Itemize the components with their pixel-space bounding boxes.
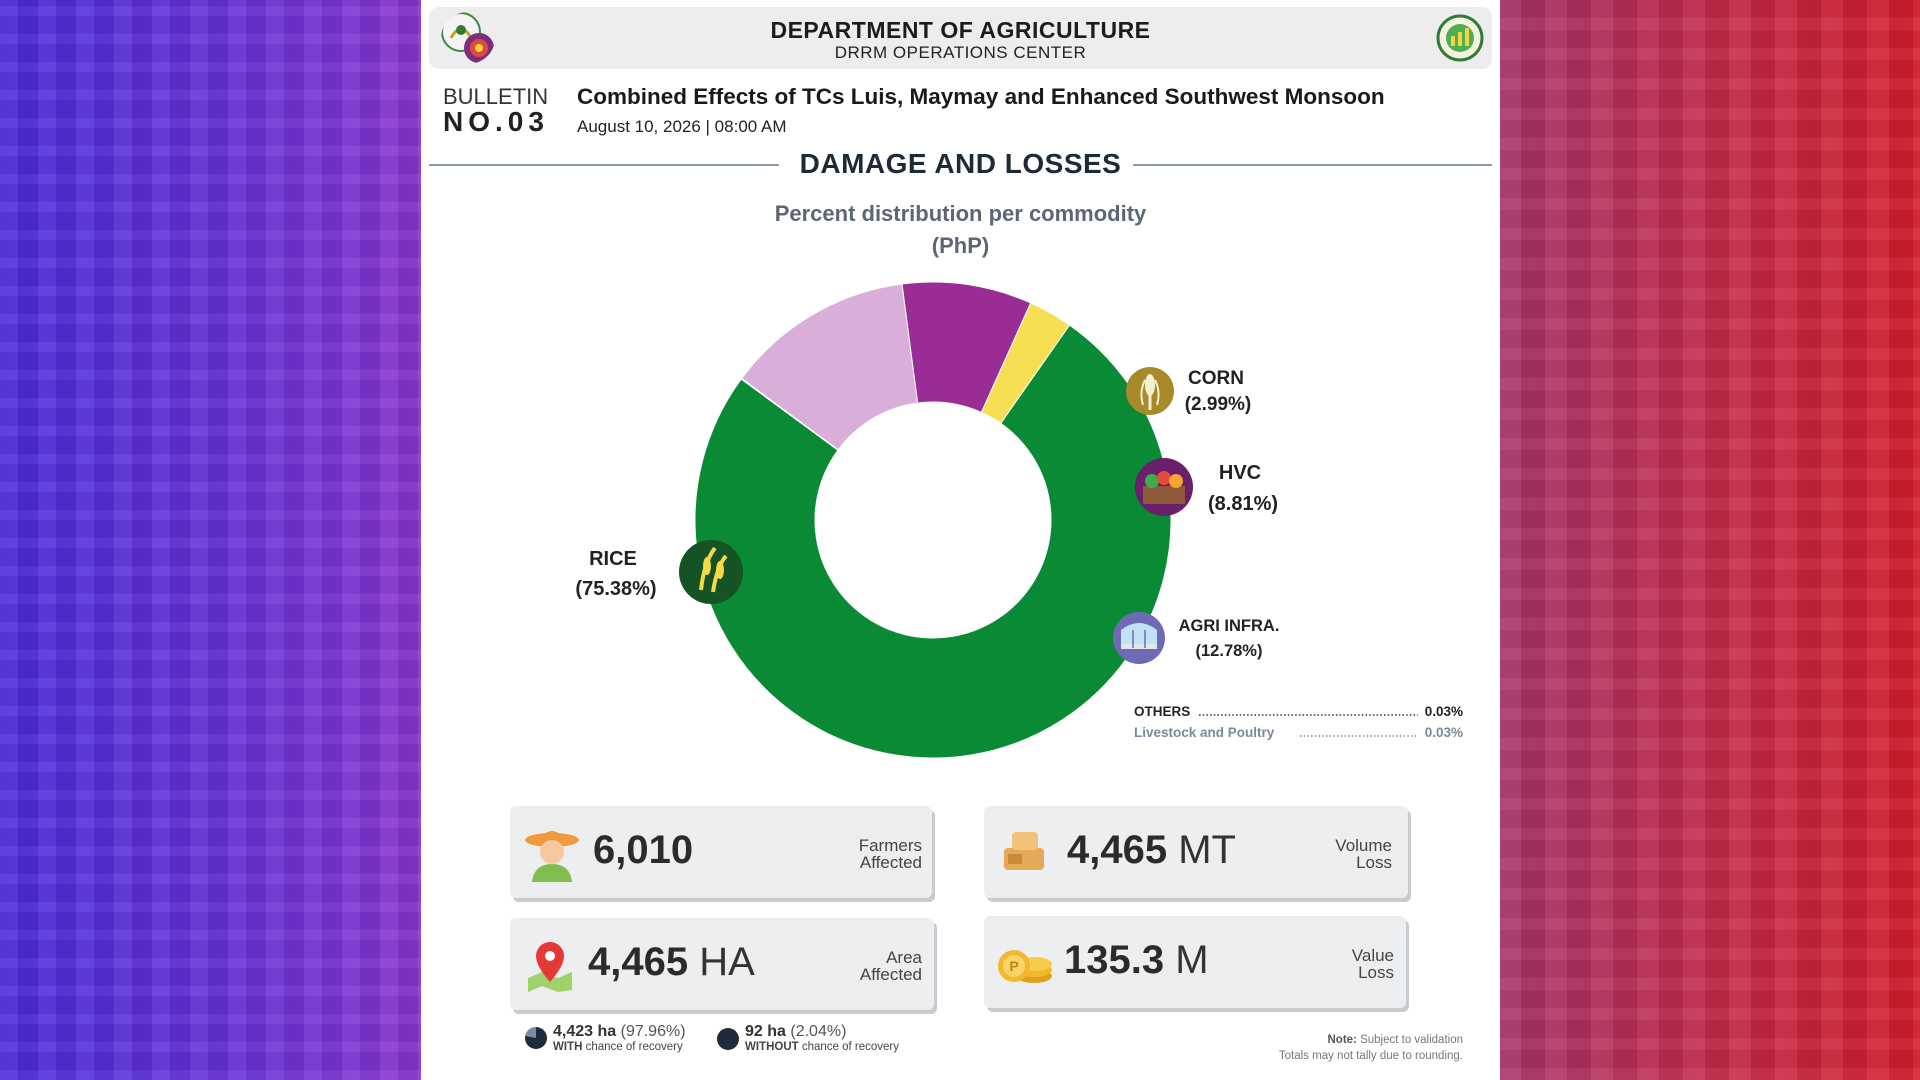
rice-label: RICE <box>589 548 637 570</box>
divider-right <box>1133 164 1492 166</box>
with-recovery-bold: WITH <box>553 1041 583 1053</box>
others-legend-row: OTHERS 0.03% <box>1134 704 1463 719</box>
without-recovery-rest: chance of recovery <box>798 1041 900 1053</box>
without-recovery-legend: 92 ha (2.04%) WITHOUT chance of recovery <box>745 1023 899 1053</box>
volume-loss-label-line2: Loss <box>1356 853 1392 872</box>
value-loss-label-line2: Loss <box>1358 963 1394 982</box>
value-loss-value: 135.3 <box>1064 938 1165 982</box>
with-recovery-rest: chance of recovery <box>582 1041 683 1053</box>
others-value: 0.03% <box>1425 704 1463 719</box>
svg-text:P: P <box>1009 958 1018 974</box>
rice-icon <box>679 540 743 604</box>
without-recovery-bold: WITHOUT <box>745 1041 799 1053</box>
background-right <box>1499 0 1920 1080</box>
corn-label: CORN <box>1188 368 1244 389</box>
agri-infra-label: AGRI INFRA. <box>1179 617 1280 635</box>
greenhouse-icon <box>1113 612 1165 664</box>
note-label: Note: <box>1327 1034 1357 1046</box>
bulletin-panel: DEPARTMENT OF AGRICULTURE DRRM OPERATION… <box>421 0 1500 1080</box>
volume-loss-label: Volume Loss <box>1335 837 1392 871</box>
volume-loss-value-row: 4,465 MT <box>1067 828 1236 873</box>
without-recovery-amount: 92 ha <box>745 1023 786 1040</box>
coins-icon: P <box>998 950 1052 983</box>
note-text2: Totals may not tally due to rounding. <box>1278 1050 1463 1062</box>
area-affected-label-line2: Affected <box>859 965 922 984</box>
farmers-affected-card: 6,010 Farmers Affected <box>510 806 932 898</box>
corn-icon <box>1126 367 1174 415</box>
divider-left <box>429 164 779 166</box>
bagong-pilipinas-icon <box>464 33 494 63</box>
bulletin-label: BULLETIN <box>443 84 549 109</box>
drrm-seal-icon <box>1436 14 1484 62</box>
value-loss-card: P 135.3 M Value Loss <box>984 916 1406 1008</box>
bulletin-number: NO.03 <box>443 106 549 137</box>
area-affected-value-row: 4,465 HA <box>588 940 755 985</box>
section-title: DAMAGE AND LOSSES <box>421 148 1500 180</box>
vegetable-basket-icon <box>1135 458 1193 516</box>
corn-value: (2.99%) <box>1185 394 1252 415</box>
operations-center-name: DRRM OPERATIONS CENTER <box>834 43 1087 62</box>
map-pin-icon <box>528 942 572 992</box>
slice-rice <box>694 324 1172 759</box>
value-loss-label: Value Loss <box>1352 947 1394 981</box>
farmers-affected-label-line1: Farmers <box>858 836 922 855</box>
farmer-icon <box>525 831 579 882</box>
area-affected-unit: HA <box>699 940 755 984</box>
without-recovery-pct: (2.04%) <box>790 1023 847 1040</box>
department-name: DEPARTMENT OF AGRICULTURE <box>770 17 1151 43</box>
with-recovery-amount: 4,423 ha <box>553 1023 617 1040</box>
sack-stack-icon <box>1004 832 1044 870</box>
volume-loss-label-line1: Volume <box>1335 836 1392 855</box>
area-affected-card: 4,465 HA Area Affected <box>510 918 934 1010</box>
validation-note: Note: Subject to validation Totals may n… <box>1279 1032 1463 1064</box>
background-left <box>0 0 421 1080</box>
area-affected-label-line1: Area <box>886 948 922 967</box>
volume-loss-value: 4,465 <box>1067 828 1168 872</box>
donut-slices <box>694 281 1172 759</box>
with-recovery-pie-icon <box>525 1027 547 1049</box>
bulletin-title: Combined Effects of TCs Luis, Maymay and… <box>577 84 1385 109</box>
chart-subtitle-line1: Percent distribution per commodity <box>774 201 1147 226</box>
header-bar: DEPARTMENT OF AGRICULTURE DRRM OPERATION… <box>429 7 1492 69</box>
volume-loss-unit: MT <box>1178 828 1236 872</box>
others-label: OTHERS <box>1134 704 1190 719</box>
note-text1: Subject to validation <box>1356 1034 1463 1046</box>
livestock-label: Livestock and Poultry <box>1134 725 1275 740</box>
hvc-value: (8.81%) <box>1208 493 1278 515</box>
value-loss-unit: M <box>1175 938 1209 982</box>
agri-infra-value: (12.78%) <box>1196 642 1263 660</box>
without-recovery-pie-icon <box>717 1028 739 1050</box>
slice-corn <box>980 302 1071 425</box>
livestock-value: 0.03% <box>1425 725 1463 740</box>
donut-chart: RICE (75.38%) CORN (2.99%) HVC (8.81%) <box>575 281 1463 759</box>
farmers-affected-label: Farmers Affected <box>859 837 922 871</box>
with-recovery-pct: (97.96%) <box>620 1023 686 1040</box>
farmers-affected-label-line2: Affected <box>859 853 922 872</box>
area-affected-label: Area Affected <box>860 949 922 983</box>
with-recovery-legend: 4,423 ha (97.96%) WITH chance of recover… <box>553 1023 686 1053</box>
value-loss-value-row: 135.3 M <box>1064 938 1209 983</box>
rice-value: (75.38%) <box>575 578 656 600</box>
area-affected-value: 4,465 <box>588 940 689 984</box>
chart-subtitle-line2: (PhP) <box>931 233 990 258</box>
volume-loss-card: 4,465 MT Volume Loss <box>984 806 1408 898</box>
value-loss-label-line1: Value <box>1351 946 1394 965</box>
hvc-label: HVC <box>1219 462 1261 484</box>
da-seal-icon <box>441 12 494 63</box>
bulletin-datetime: August 10, 2026 | 08:00 AM <box>577 117 787 136</box>
farmers-affected-value: 6,010 <box>593 828 694 872</box>
chart-subtitle: Percent distribution per commodity (PhP) <box>421 198 1500 262</box>
livestock-legend-row: Livestock and Poultry 0.03% <box>1134 725 1463 740</box>
